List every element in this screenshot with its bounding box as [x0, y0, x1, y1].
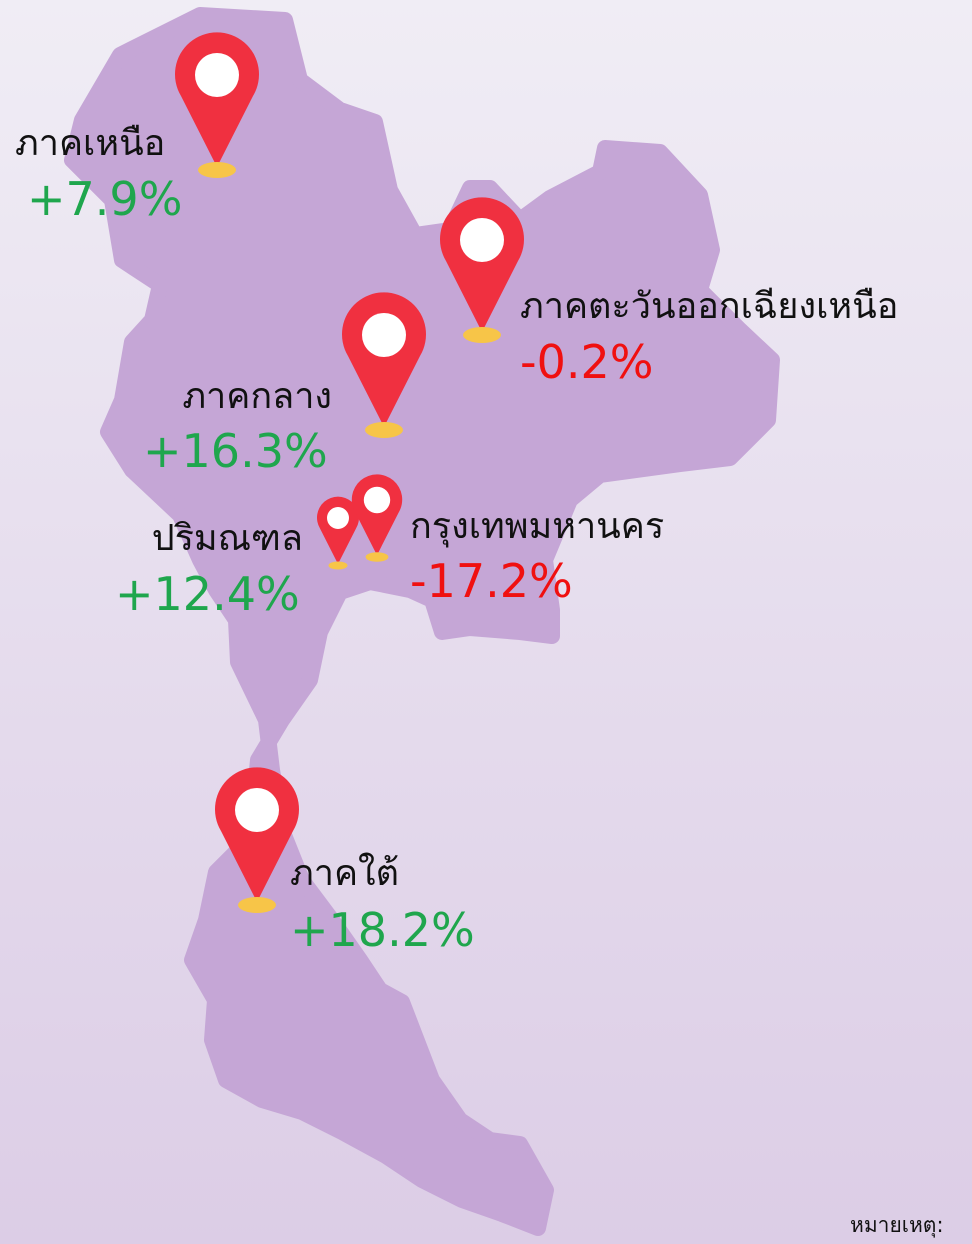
region-name: ภาคกลาง: [182, 376, 332, 417]
region-name: กรุงเทพมหานคร: [410, 506, 664, 548]
region-change: -17.2%: [410, 554, 573, 608]
region-change: -0.2%: [520, 335, 653, 389]
region-change: +12.4%: [115, 567, 300, 621]
note: หมายเหตุ:: [850, 1213, 944, 1238]
region-name: ภาคใต้: [290, 852, 399, 894]
region-change: +18.2%: [290, 903, 475, 957]
region-change: +16.3%: [143, 424, 328, 478]
region-name: ภาคตะวันออกเฉียงเหนือ: [520, 286, 898, 327]
region-name: ภาคเหนือ: [15, 123, 165, 164]
country-shape: [64, 7, 780, 1236]
region-name: ปริมณฑล: [152, 518, 303, 559]
region-change: +7.9%: [27, 172, 182, 226]
